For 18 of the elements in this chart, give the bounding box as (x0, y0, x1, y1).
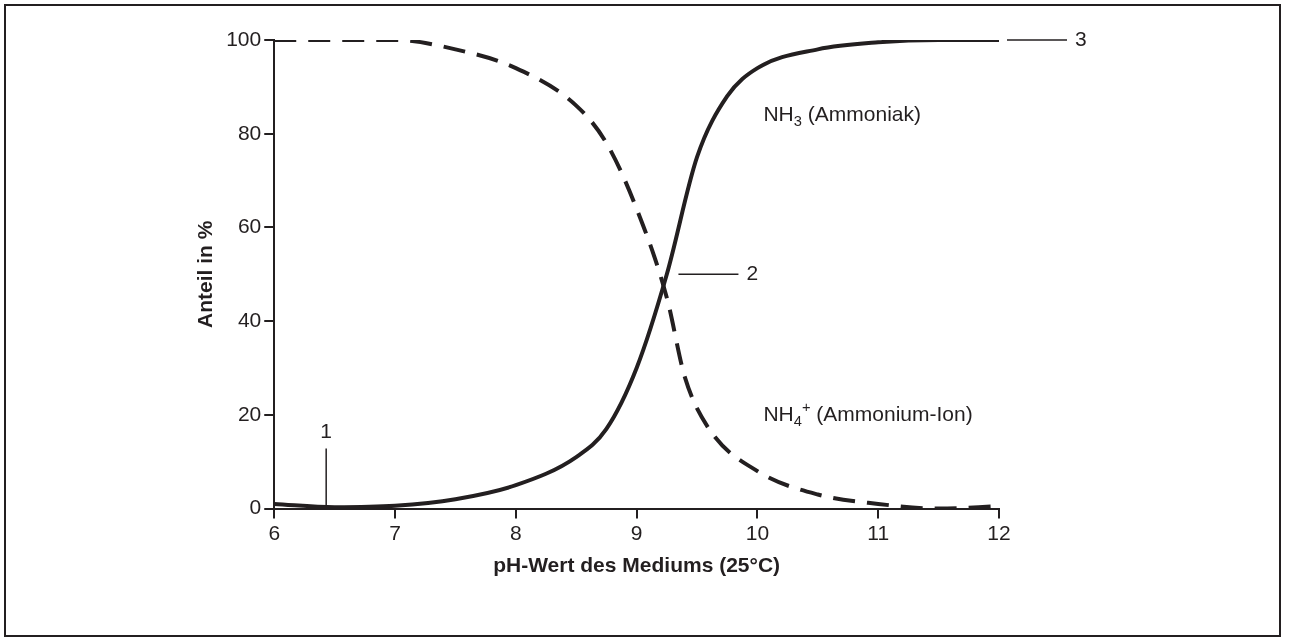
text: 3 (1075, 26, 1087, 50)
x-tick-label: 7 (389, 521, 401, 544)
y-tick-label: 20 (237, 401, 262, 425)
x-tick-label: 9 (630, 521, 643, 544)
y-tick-label: 100 (226, 26, 262, 50)
y-tick-label: 0 (249, 495, 262, 519)
annotation: 1 (320, 419, 333, 443)
x-axis-title: pH-Wert des Mediums (25°C) (493, 553, 781, 577)
x-tick-label: 12 (987, 521, 1011, 544)
y-tick-label: 80 (237, 120, 262, 144)
annotation: 2 (746, 261, 759, 285)
x-tick-label: 6 (268, 521, 281, 544)
y-tick-label: 60 (237, 214, 262, 238)
x-tick-label: 8 (509, 521, 522, 544)
x-tick-label: 10 (745, 521, 770, 544)
y-tick-label: 40 (237, 307, 262, 331)
x-tick-label: 11 (867, 521, 890, 544)
y-axis-title: Anteil in % (193, 220, 217, 328)
